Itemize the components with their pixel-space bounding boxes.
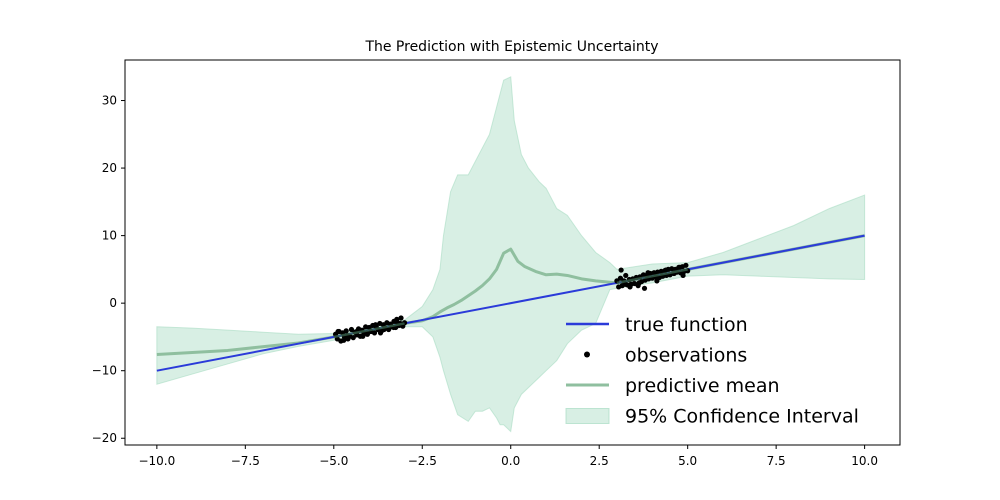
observation-point xyxy=(677,264,683,270)
y-tick-label: 30 xyxy=(102,94,117,108)
observation-point xyxy=(618,267,624,273)
x-tick-label: −7.5 xyxy=(231,454,260,468)
observation-point xyxy=(398,315,404,321)
legend-swatch-confidence-interval xyxy=(565,408,610,424)
observation-point xyxy=(343,328,349,334)
observation-point xyxy=(636,280,642,286)
observation-point xyxy=(341,337,347,343)
x-tick-label: 10.0 xyxy=(851,454,878,468)
legend-label-confidence-interval: 95% Confidence Interval xyxy=(625,406,859,428)
observation-point xyxy=(645,270,651,276)
observation-point xyxy=(377,330,384,336)
observation-point xyxy=(641,285,648,291)
x-tick-label: −10.0 xyxy=(138,454,175,468)
observation-point xyxy=(663,267,669,273)
observation-point xyxy=(623,272,629,279)
y-tick-label: −10 xyxy=(92,364,117,378)
confidence-interval-band xyxy=(156,76,866,433)
axes-frame xyxy=(124,59,901,446)
x-tick-label: −5.0 xyxy=(319,454,348,468)
axes: −10.0 −7.5 −5.0 −2.5 0.0 2.5 5.0 7.5 10.0 −20 −10 0… xyxy=(92,59,901,468)
y-tick-label: −20 xyxy=(92,431,117,445)
observation-point xyxy=(623,281,629,287)
chart-title: The Prediction with Epistemic Uncertaint… xyxy=(364,39,658,55)
legend-label-predictive-mean: predictive mean xyxy=(625,375,780,397)
legend: true function observations predictive mean… xyxy=(565,314,859,428)
observation-point xyxy=(654,278,660,284)
observation-point xyxy=(683,262,689,268)
y-tick-label: 0 xyxy=(109,296,117,310)
observation-point xyxy=(371,330,378,336)
observation-point xyxy=(360,333,366,339)
observation-point xyxy=(372,322,379,328)
x-tick-label: 7.5 xyxy=(767,454,786,468)
plot-area xyxy=(156,76,866,433)
predictive-mean-overlay xyxy=(333,322,405,339)
observation-point xyxy=(394,316,400,322)
plot-clipped xyxy=(156,76,866,433)
observation-point xyxy=(386,326,392,333)
observation-point xyxy=(627,284,633,290)
legend-label-true-function: true function xyxy=(625,314,748,336)
legend-swatch-observations xyxy=(584,351,590,358)
predictive-mean-overlay xyxy=(616,268,688,285)
observation-point xyxy=(348,326,355,333)
legend-label-observations: observations xyxy=(625,345,747,367)
true-function-line xyxy=(156,234,865,372)
y-tick-label: 20 xyxy=(102,161,117,175)
observation-point xyxy=(680,272,686,279)
observation-point xyxy=(617,275,624,281)
x-tick-label: 0.0 xyxy=(501,454,520,468)
y-tick-label: 10 xyxy=(102,229,117,243)
x-tick-label: −2.5 xyxy=(408,454,437,468)
observation-point xyxy=(335,328,341,335)
observation-point xyxy=(350,335,356,341)
x-tick-label: 5.0 xyxy=(678,454,697,468)
x-tick-label: 2.5 xyxy=(590,454,609,468)
